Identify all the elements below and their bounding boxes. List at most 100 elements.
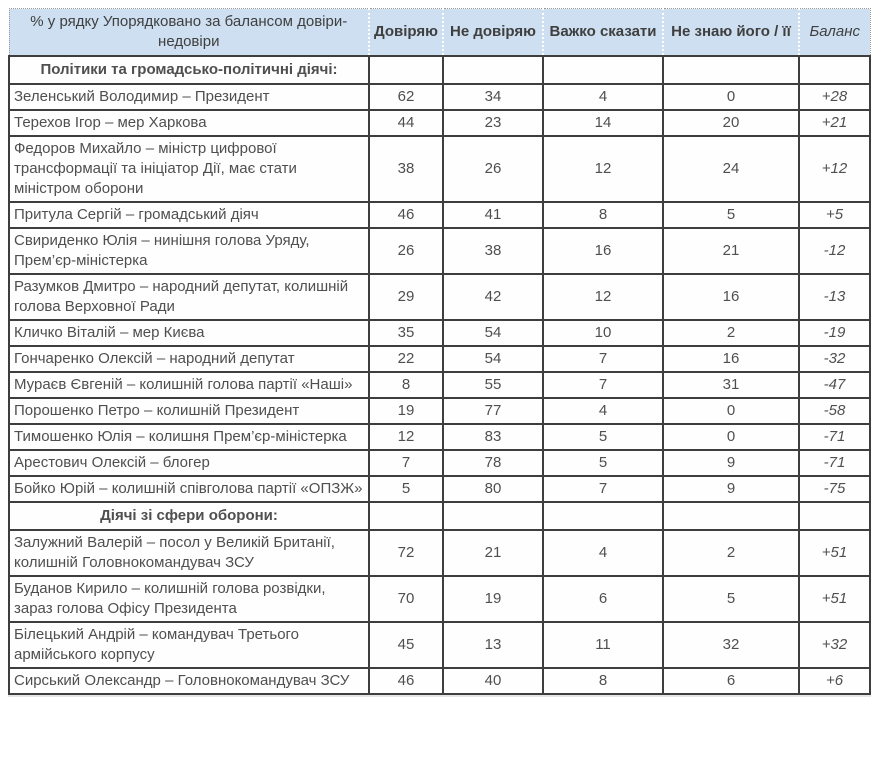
person-name-cell: Зеленський Володимир – Президент [8,83,370,111]
value-cell: 12 [368,423,444,451]
table-row: Тимошенко Юлія – колишня Прем’єр-міністе… [8,423,871,451]
value-cell: 9 [662,449,800,477]
table-row: Арестович Олексій – блогер 7 78 5 9 -71 [8,449,871,477]
value-cell: 16 [662,273,800,321]
value-cell: 4 [542,529,664,577]
empty-cell [662,501,800,531]
person-name-cell: Федоров Михайло – міністр цифрової транс… [8,135,370,203]
value-cell: 42 [442,273,544,321]
person-name-cell: Мураєв Євгеній – колишній голова партії … [8,371,370,399]
value-cell: 11 [542,621,664,669]
value-cell: 4 [542,397,664,425]
table-row: Гончаренко Олексій – народний депутат 22 5… [8,345,871,373]
value-cell: 19 [368,397,444,425]
balance-cell: +5 [798,201,871,229]
person-name-cell: Білецький Андрій – командувач Третього а… [8,621,370,669]
empty-cell [368,501,444,531]
column-header-hard-to-say: Важко сказати [542,8,663,57]
value-cell: 20 [662,109,800,137]
value-cell: 41 [442,201,544,229]
value-cell: 6 [542,575,664,623]
value-cell: 29 [368,273,444,321]
person-name-cell: Терехов Ігор – мер Харкова [8,109,370,137]
value-cell: 2 [662,319,800,347]
value-cell: 5 [662,575,800,623]
value-cell: 54 [442,345,544,373]
header-row: % у рядку Упорядковано за балансом довір… [8,8,871,57]
table-row: Мураєв Євгеній – колишній голова партії … [8,371,871,399]
table-row: Кличко Віталій – мер Києва 35 54 10 2 -19 [8,319,871,347]
value-cell: 9 [662,475,800,503]
person-name-cell: Притула Сергій – громадський діяч [8,201,370,229]
value-cell: 44 [368,109,444,137]
value-cell: 54 [442,319,544,347]
value-cell: 62 [368,83,444,111]
table-row: Свириденко Юлія – нинішня голова Уряду, … [8,227,871,275]
section-header-row: Політики та громадсько-політичні діячі: [8,55,871,85]
balance-cell: +21 [798,109,871,137]
value-cell: 5 [542,423,664,451]
value-cell: 6 [662,667,800,695]
value-cell: 7 [368,449,444,477]
person-name-cell: Залужний Валерій – посол у Великій Брита… [8,529,370,577]
table-row: Терехов Ігор – мер Харкова 44 23 14 20 +21 [8,109,871,137]
section-header-row: Діячі зі сфери оборони: [8,501,871,531]
value-cell: 34 [442,83,544,111]
empty-cell [798,501,871,531]
value-cell: 2 [662,529,800,577]
value-cell: 46 [368,201,444,229]
section-title: Політики та громадсько-політичні діячі: [8,55,370,85]
person-name-cell: Тимошенко Юлія – колишня Прем’єр-міністе… [8,423,370,451]
value-cell: 40 [442,667,544,695]
balance-cell: +51 [798,575,871,623]
value-cell: 22 [368,345,444,373]
value-cell: 21 [442,529,544,577]
value-cell: 0 [662,423,800,451]
value-cell: 5 [368,475,444,503]
trust-balance-table: % у рядку Упорядковано за балансом довір… [8,8,871,695]
empty-cell [542,501,664,531]
column-header-dont-know: Не знаю його / її [662,8,799,57]
value-cell: 7 [542,371,664,399]
table-row: Білецький Андрій – командувач Третього а… [8,621,871,669]
balance-cell: -71 [798,449,871,477]
table-row: Зеленський Володимир – Президент 62 34 4 0 +2… [8,83,871,111]
person-name-cell: Буданов Кирило – колишній голова розвідк… [8,575,370,623]
value-cell: 77 [442,397,544,425]
value-cell: 45 [368,621,444,669]
table-row: Порошенко Петро – колишній Президент 19 77… [8,397,871,425]
balance-cell: -58 [798,397,871,425]
empty-cell [442,55,544,85]
column-header-sorted-by-balance: % у рядку Упорядковано за балансом довір… [8,8,369,57]
person-name-cell: Кличко Віталій – мер Києва [8,319,370,347]
value-cell: 32 [662,621,800,669]
value-cell: 38 [442,227,544,275]
value-cell: 83 [442,423,544,451]
empty-cell [662,55,800,85]
value-cell: 35 [368,319,444,347]
value-cell: 24 [662,135,800,203]
person-name-cell: Гончаренко Олексій – народний депутат [8,345,370,373]
value-cell: 5 [662,201,800,229]
value-cell: 70 [368,575,444,623]
value-cell: 19 [442,575,544,623]
value-cell: 8 [368,371,444,399]
table-row: Сирський Олександр – Головнокомандувач З… [8,667,871,695]
table-header: % у рядку Упорядковано за балансом довір… [8,8,871,57]
balance-cell: -12 [798,227,871,275]
balance-cell: -75 [798,475,871,503]
value-cell: 23 [442,109,544,137]
table-row: Федоров Михайло – міністр цифрової транс… [8,135,871,203]
balance-cell: -13 [798,273,871,321]
value-cell: 72 [368,529,444,577]
value-cell: 12 [542,135,664,203]
table-row: Разумков Дмитро – народний депутат, коли… [8,273,871,321]
value-cell: 78 [442,449,544,477]
balance-cell: +6 [798,667,871,695]
value-cell: 10 [542,319,664,347]
value-cell: 5 [542,449,664,477]
balance-cell: +32 [798,621,871,669]
empty-cell [542,55,664,85]
column-header-distrust: Не довіряю [442,8,543,57]
section-title: Діячі зі сфери оборони: [8,501,370,531]
